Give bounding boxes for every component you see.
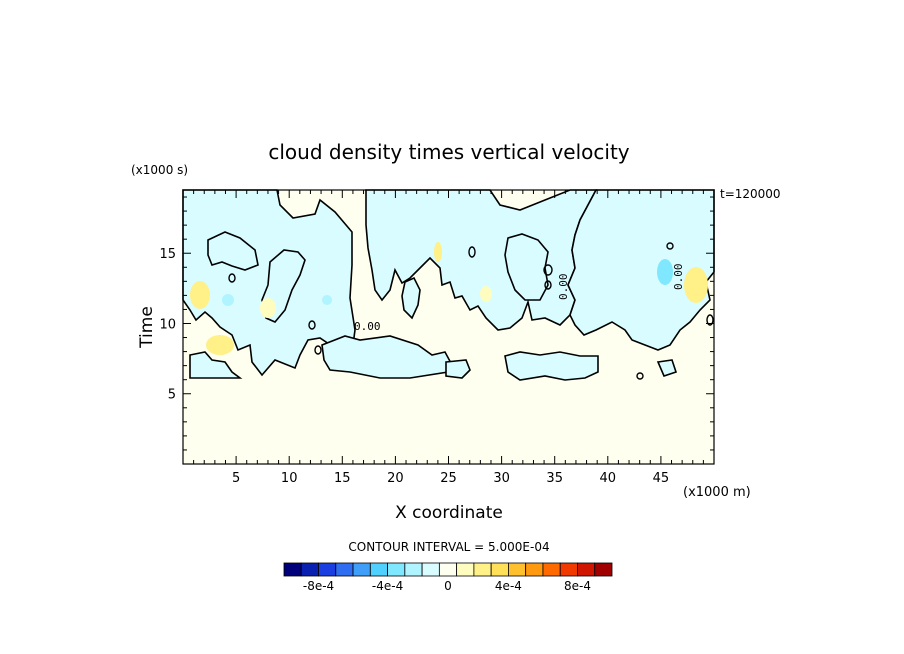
contour-label: 0.00 (672, 264, 685, 291)
chart-title: cloud density times vertical velocity (268, 140, 629, 164)
x-tick-label: 40 (600, 471, 617, 486)
y-tick-label: 10 (159, 317, 176, 332)
negative-region (504, 351, 599, 381)
positive-region (434, 242, 442, 262)
negative-region (504, 233, 549, 301)
colorbar-tick-label: 8e-4 (564, 579, 591, 593)
negative-region (445, 359, 471, 379)
contour-loop (543, 264, 553, 276)
colorbar-tick-label: 0 (444, 579, 452, 593)
colorbar-swatch (473, 562, 492, 577)
colorbar-tick-label: 4e-4 (495, 579, 522, 593)
contour-loop (666, 242, 674, 250)
colorbar-swatch (283, 562, 302, 577)
colorbar-swatch (594, 562, 613, 577)
x-tick-label: 15 (334, 471, 351, 486)
negative-extreme (322, 295, 332, 305)
y-tick-label: 5 (168, 388, 176, 403)
positive-region (206, 335, 234, 355)
colorbar-swatch (525, 562, 544, 577)
contour-loop (544, 280, 552, 290)
x-tick-label: 35 (546, 471, 563, 486)
contour-loop (308, 320, 316, 330)
x-tick-label: 30 (493, 471, 510, 486)
colorbar-swatch (369, 562, 388, 577)
axis-ticks: 5 10 15 20 25 30 35 40 45 5 10 15 (159, 190, 714, 486)
negative-extreme (657, 259, 673, 285)
colorbar-swatch (300, 562, 319, 577)
colorbar-swatch (490, 562, 509, 577)
negative-extreme (222, 294, 234, 306)
x-axis-label: X coordinate (395, 503, 503, 523)
x-tick-label: 25 (440, 471, 457, 486)
colorbar-swatch (387, 562, 406, 577)
colorbar-swatch (508, 562, 527, 577)
colorbar-swatch (404, 562, 423, 577)
colorbar: -8e-4 -4e-4 0 4e-4 8e-4 (283, 562, 613, 593)
negative-region (656, 359, 678, 377)
positive-region (190, 281, 210, 309)
x-tick-label: 20 (387, 471, 404, 486)
colorbar-tick-label: -4e-4 (372, 579, 403, 593)
contour-loop (706, 314, 714, 326)
x-tick-label: 45 (653, 471, 670, 486)
contour-label: 0.00 (354, 320, 381, 333)
negative-region (207, 231, 259, 271)
positive-region (260, 298, 276, 318)
contour-label: 0.00 (557, 274, 570, 301)
contour-loop (314, 345, 322, 355)
colorbar-swatch (559, 562, 578, 577)
x-tick-label: 10 (281, 471, 298, 486)
x-tick-label: 5 (232, 471, 240, 486)
contour-loop (228, 273, 236, 283)
time-label: t=120000 (720, 187, 781, 201)
y-units-label: (x1000 s) (131, 163, 188, 177)
x-units-label: (x1000 m) (683, 485, 751, 500)
negative-region (189, 351, 243, 379)
colorbar-swatch (456, 562, 475, 577)
negative-region (401, 276, 421, 320)
colorbar-tick-label: -8e-4 (303, 579, 334, 593)
colorbar-swatch (335, 562, 354, 577)
colorbar-swatch (421, 562, 440, 577)
colorbar-swatch (352, 562, 371, 577)
contour-interval-text: CONTOUR INTERVAL = 5.000E-04 (348, 540, 549, 554)
positive-region (480, 286, 492, 302)
colorbar-swatch (542, 562, 561, 577)
colorbar-swatch (438, 562, 458, 577)
plot-area: 0.00 0.00 0.00 5 10 15 20 25 30 35 40 45 5 10 15 (159, 189, 715, 486)
negative-region (567, 189, 715, 351)
y-tick-label: 15 (159, 247, 176, 262)
contour-loop (636, 372, 644, 380)
colorbar-swatch (318, 562, 337, 577)
contour-loop (468, 246, 476, 258)
colorbar-swatch (577, 562, 596, 577)
positive-region (684, 267, 708, 303)
y-axis-label: Time (137, 306, 157, 349)
